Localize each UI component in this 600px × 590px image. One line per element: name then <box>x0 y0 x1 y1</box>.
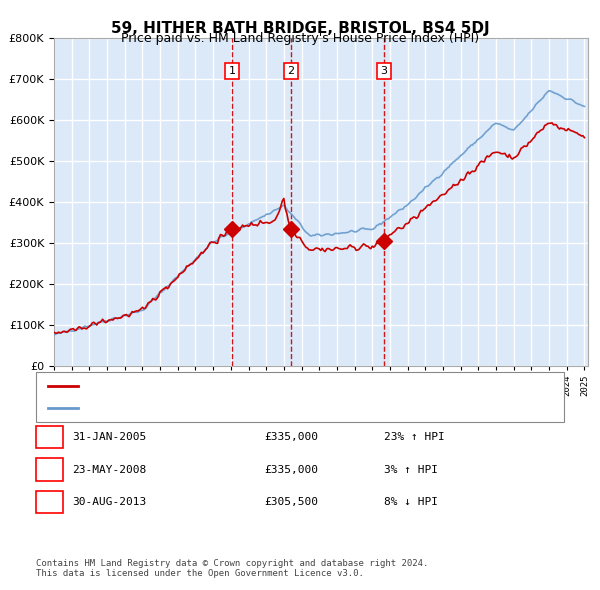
Text: £335,000: £335,000 <box>264 465 318 474</box>
Text: 1: 1 <box>46 432 53 442</box>
Text: 23-MAY-2008: 23-MAY-2008 <box>72 465 146 474</box>
Text: 31-JAN-2005: 31-JAN-2005 <box>72 432 146 442</box>
Text: £335,000: £335,000 <box>264 432 318 442</box>
Text: 59, HITHER BATH BRIDGE, BRISTOL, BS4 5DJ: 59, HITHER BATH BRIDGE, BRISTOL, BS4 5DJ <box>110 21 490 35</box>
Text: 8% ↓ HPI: 8% ↓ HPI <box>384 497 438 507</box>
Text: 3: 3 <box>46 497 53 507</box>
Text: Contains HM Land Registry data © Crown copyright and database right 2024.
This d: Contains HM Land Registry data © Crown c… <box>36 559 428 578</box>
Text: 3: 3 <box>380 66 388 76</box>
Text: 30-AUG-2013: 30-AUG-2013 <box>72 497 146 507</box>
Text: HPI: Average price, detached house, City of Bristol: HPI: Average price, detached house, City… <box>84 403 403 413</box>
Text: 2: 2 <box>287 66 295 76</box>
Text: 59, HITHER BATH BRIDGE, BRISTOL, BS4 5DJ (detached house): 59, HITHER BATH BRIDGE, BRISTOL, BS4 5DJ… <box>84 381 440 391</box>
Text: 2: 2 <box>46 465 53 474</box>
Text: 1: 1 <box>229 66 236 76</box>
Text: Price paid vs. HM Land Registry's House Price Index (HPI): Price paid vs. HM Land Registry's House … <box>121 32 479 45</box>
Text: £305,500: £305,500 <box>264 497 318 507</box>
Text: 23% ↑ HPI: 23% ↑ HPI <box>384 432 445 442</box>
Text: 3% ↑ HPI: 3% ↑ HPI <box>384 465 438 474</box>
